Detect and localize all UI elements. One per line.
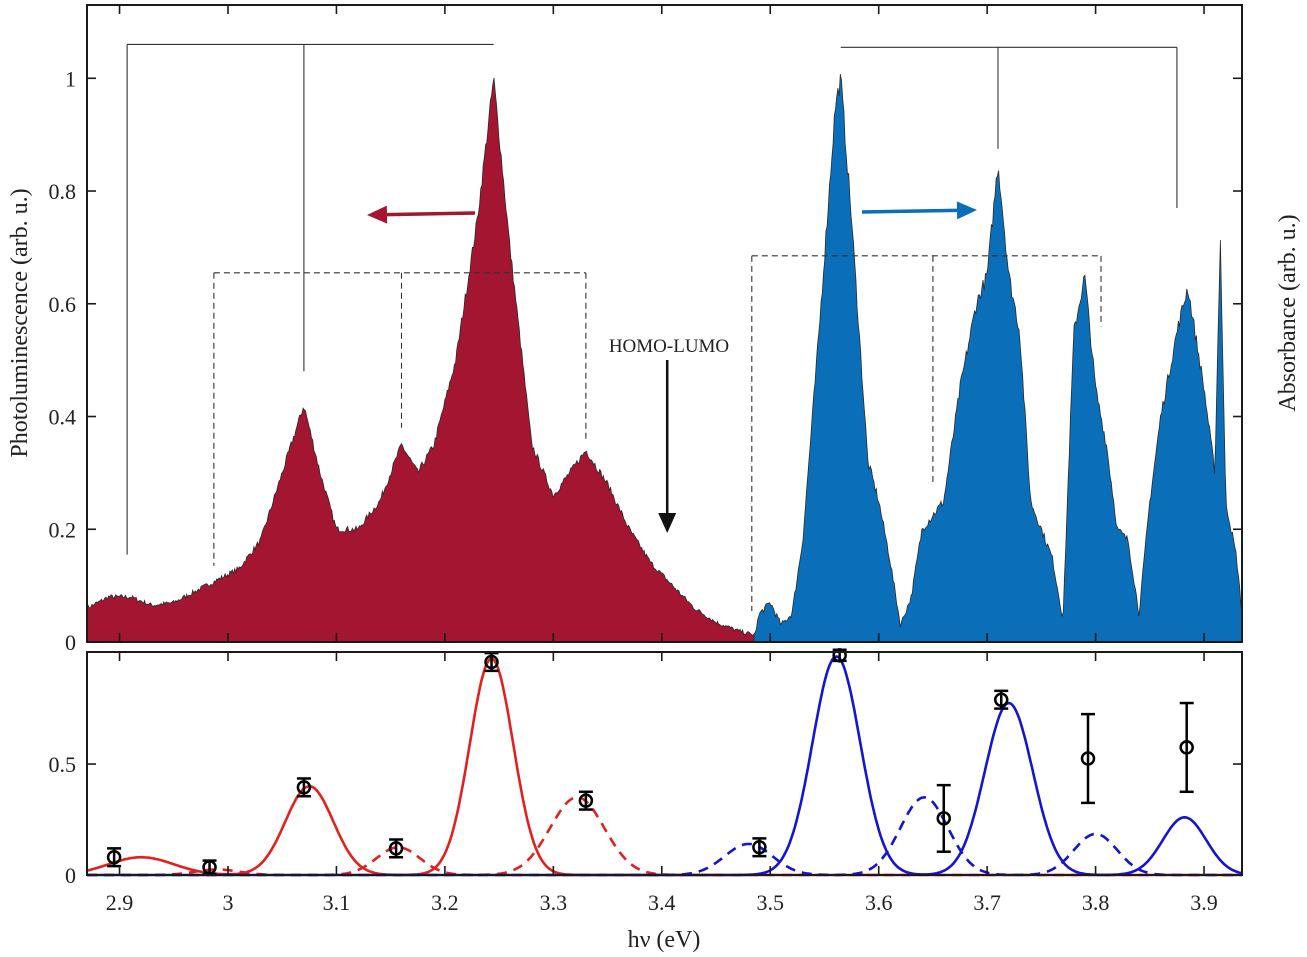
xlabel-energy: hν (eV): [628, 927, 701, 953]
x-tick-label: 3.8: [1082, 890, 1110, 915]
blue-solid-fit-curve: [87, 655, 1243, 877]
data-point: [202, 859, 217, 876]
y-tick-label-top: 0.4: [49, 405, 77, 430]
homo-lumo-arrow-head: [658, 513, 677, 533]
axis-ticks: 2.9 3 3.1 3.2 3.3 3.4 3.5 3.6 3.7 3.8 3.9 0 0.2 0.4 0.…: [49, 5, 1242, 915]
y-tick-label-bottom: 0: [65, 863, 76, 888]
arrow-to-abs-axis: [861, 201, 977, 220]
data-marker: [993, 692, 1009, 707]
x-tick-label: 3: [222, 890, 233, 915]
arrow-to-abs-axis-head: [956, 201, 977, 220]
data-marker: [202, 859, 217, 875]
data-marker: [1179, 740, 1194, 755]
data-marker: [578, 793, 594, 808]
arrow-to-pl-axis-head: [367, 205, 388, 224]
x-tick-label: 3.6: [865, 890, 893, 915]
x-tick-label: 3.4: [648, 890, 676, 915]
x-tick-label: 3.1: [323, 890, 351, 915]
top-panel-frame: [86, 4, 1243, 643]
dashed-bracket-1: [213, 272, 587, 566]
solid-bracket-1: [126, 43, 494, 555]
homo-lumo-arrow: [658, 360, 677, 533]
arrow-to-pl-axis-shaft: [386, 211, 476, 217]
data-point: [578, 790, 594, 811]
x-tick-label: 3.3: [540, 890, 568, 915]
ylabel-photoluminescence: Photoluminescence (arb. u.): [7, 188, 33, 457]
arrow-to-pl-axis: [367, 205, 476, 224]
x-tick-label: 3.7: [973, 890, 1001, 915]
data-point: [1179, 701, 1194, 794]
data-point: [993, 689, 1009, 710]
data-point: [1080, 712, 1096, 805]
y-tick-label-top: 1: [65, 66, 76, 91]
data-marker: [106, 849, 122, 865]
absorbance-spectrum: [753, 74, 1243, 643]
dashed-bracket-2: [751, 255, 1102, 611]
data-marker: [484, 654, 499, 670]
y-tick-label-top: 0: [65, 630, 76, 655]
x-tick-label: 2.9: [106, 890, 134, 915]
bottom-panel-data-points: [106, 648, 1194, 876]
ylabel-absorbance: Absorbance (arb. u.): [1275, 214, 1301, 411]
red-solid-fit-curve: [86, 657, 1242, 877]
data-point: [936, 783, 952, 853]
data-point: [752, 837, 767, 858]
data-point: [388, 838, 404, 859]
arrow-to-abs-axis-shaft: [861, 208, 958, 214]
y-tick-label-bottom: 0.5: [49, 752, 77, 777]
data-point: [296, 777, 312, 798]
data-marker: [1080, 751, 1096, 766]
data-point: [484, 651, 499, 673]
data-marker: [832, 648, 847, 663]
solid-bracket-2: [840, 46, 1178, 208]
data-marker: [936, 811, 952, 826]
y-tick-label-top: 0.6: [49, 292, 77, 317]
top-panel-spectra: [86, 74, 1243, 643]
top-panel-annotations: [126, 43, 1178, 611]
y-tick-label-top: 0.8: [49, 179, 77, 204]
homo-lumo-label: HOMO-LUMO: [609, 336, 729, 357]
data-marker: [752, 840, 767, 855]
bottom-panel-fits: [86, 655, 1243, 877]
bottom-panel-frame: [86, 651, 1243, 876]
x-tick-label: 3.5: [756, 890, 784, 915]
axes-frames: [86, 4, 1243, 876]
x-tick-label: 3.2: [431, 890, 459, 915]
data-marker: [296, 780, 312, 795]
data-marker: [388, 841, 404, 856]
photoluminescence-spectrum: [86, 77, 760, 643]
x-tick-label: 3.9: [1190, 890, 1218, 915]
y-tick-label-top: 0.2: [49, 517, 77, 542]
